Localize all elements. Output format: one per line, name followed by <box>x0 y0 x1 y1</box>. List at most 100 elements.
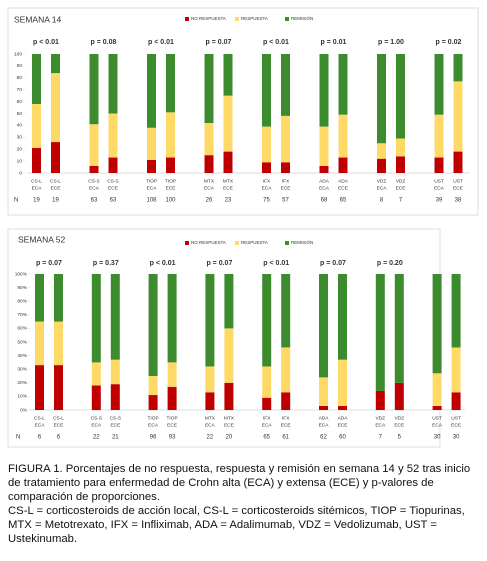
n-value: 22 <box>93 435 100 441</box>
legend-label: NO RESPUESTA <box>191 240 226 245</box>
legend-label: REMISIÓN <box>291 239 313 245</box>
n-value: 57 <box>282 198 289 204</box>
x-tick-label: ADA <box>338 415 349 421</box>
bar-segment <box>319 126 329 166</box>
bar-segment <box>108 157 118 173</box>
figure: SEMANA 14 NO RESPUESTA RESPUESTA REMISIÓN 0 1… <box>7 7 479 448</box>
bar-segment <box>451 274 461 348</box>
bar-segment <box>338 114 348 158</box>
bar-segment <box>262 397 272 410</box>
chart-title: SEMANA 52 <box>18 234 66 244</box>
bar-segment <box>262 126 271 163</box>
bar-segment <box>204 155 214 173</box>
x-tick-label: ECA <box>205 422 216 428</box>
bar-segment <box>35 274 44 322</box>
bar-segment <box>281 162 290 173</box>
n-label: N <box>14 198 18 204</box>
x-tick-label: ECE <box>166 185 176 191</box>
n-value: 60 <box>339 435 346 441</box>
x-tick-label: ECA <box>89 185 100 191</box>
x-tick-label: MTX <box>224 415 235 421</box>
bar-segment <box>396 54 405 139</box>
legend-swatch <box>235 241 239 245</box>
x-tick-label: ECE <box>167 422 177 428</box>
x-tick-label: MTX <box>205 415 216 421</box>
bar-segment <box>319 54 329 127</box>
x-tick-label: VDZ <box>375 415 385 421</box>
y-tick-label: 100 <box>14 51 22 57</box>
n-value: 62 <box>320 435 327 441</box>
bar-segment <box>89 54 99 125</box>
x-tick-label: TIOP <box>165 178 176 184</box>
caption: FIGURA 1. Porcentajes de no respuesta, r… <box>8 462 480 546</box>
bar-segment <box>32 54 41 104</box>
bar-segment <box>91 362 101 386</box>
x-tick-label: ECE <box>223 185 233 191</box>
bar-segment <box>453 54 463 82</box>
x-tick-label: CS-S <box>107 178 118 184</box>
p-value: p = 1.00 <box>378 39 404 46</box>
bar-segment <box>377 158 386 173</box>
n-value: 21 <box>112 435 119 441</box>
bar-segment <box>35 321 44 366</box>
y-tick-label: 20% <box>17 380 27 386</box>
x-tick-label: ECA <box>204 185 215 191</box>
bar-segment <box>375 274 385 391</box>
x-tick-label: ECA <box>434 185 445 191</box>
bar-segment <box>224 274 234 329</box>
n-value: 6 <box>57 435 61 441</box>
bar-segment <box>224 382 234 410</box>
n-value: 61 <box>282 435 289 441</box>
bar-segment <box>205 392 215 410</box>
bar-segment <box>434 114 444 158</box>
x-tick-label: ECA <box>432 422 443 428</box>
bar-segment <box>375 390 385 410</box>
bar-segment <box>166 54 175 113</box>
bar-segment <box>338 54 348 115</box>
x-tick-label: ECE <box>224 422 234 428</box>
x-tick-label: CS-L <box>34 415 45 421</box>
x-tick-label: ECE <box>51 185 61 191</box>
legend-label: RESPUESTA <box>241 16 268 21</box>
chart-frame <box>7 7 479 216</box>
bar-segment <box>166 112 175 158</box>
bar-segment <box>432 373 442 406</box>
bar-segment <box>167 274 177 363</box>
p-value: p = 0.02 <box>436 39 462 46</box>
bar-segment <box>453 151 463 173</box>
bar-segment <box>338 274 347 360</box>
x-tick-label: ECE <box>110 422 120 428</box>
n-value: 22 <box>207 435 214 441</box>
p-value: p = 0.08 <box>91 39 117 46</box>
y-tick-label: 30% <box>17 366 27 372</box>
x-tick-label: ECE <box>108 185 118 191</box>
bar-segment <box>110 274 120 360</box>
bar-segment <box>51 73 60 143</box>
bar-segment <box>432 405 442 410</box>
bar-segment <box>223 54 233 96</box>
x-tick-label: TIOP <box>146 178 157 184</box>
bar-segment <box>147 159 156 173</box>
bar-segment <box>148 395 158 410</box>
bar-segment <box>89 124 99 166</box>
legend-swatch <box>185 17 189 21</box>
legend-swatch <box>185 241 189 245</box>
x-tick-label: ECE <box>396 185 406 191</box>
n-value: 30 <box>434 435 441 441</box>
bar-segment <box>108 113 118 158</box>
n-value: 100 <box>165 198 176 204</box>
x-tick-label: ECA <box>147 185 158 191</box>
bar-segment <box>453 81 463 152</box>
x-tick-label: ADA <box>338 178 349 184</box>
y-tick-label: 90% <box>17 285 27 291</box>
x-tick-label: ECA <box>262 422 273 428</box>
p-value: p < 0.01 <box>263 39 289 46</box>
caption-text: CS-L = corticosteroids de acción local, … <box>8 505 465 545</box>
legend-swatch <box>285 17 289 21</box>
bar-segment <box>167 386 177 410</box>
bar-segment <box>451 392 461 410</box>
bar-segment <box>396 138 405 157</box>
y-tick-label: 40% <box>17 353 27 359</box>
n-value: 75 <box>263 198 270 204</box>
